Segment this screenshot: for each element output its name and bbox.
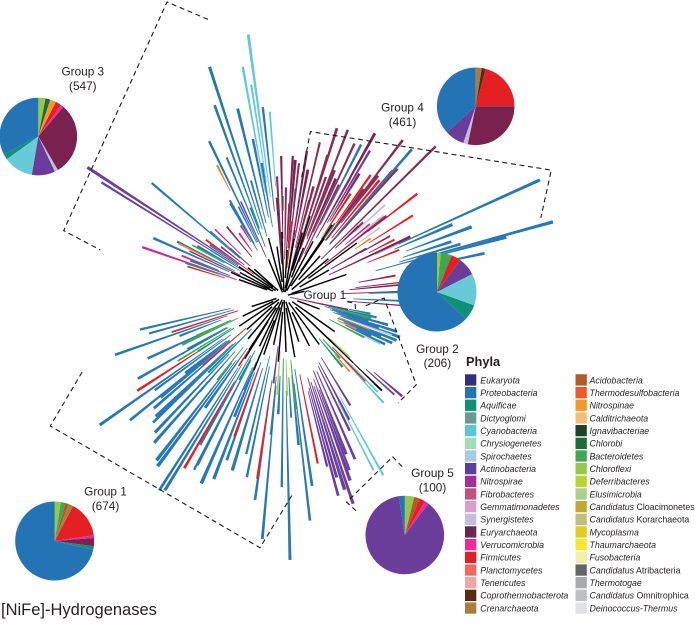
svg-text:Synergistetes: Synergistetes [480,515,534,525]
svg-text:Calditrichaeota: Calditrichaeota [590,413,649,423]
svg-text:Chrysiogenetes: Chrysiogenetes [480,439,542,449]
svg-text:Crenarchaeota: Crenarchaeota [480,603,538,613]
svg-text:Bacteroidetes: Bacteroidetes [590,451,644,461]
svg-text:Tenericutes: Tenericutes [480,578,526,588]
svg-text:(674): (674) [92,499,120,513]
svg-text:Group 1: Group 1 [84,485,127,499]
svg-text:Verrucomicrobia: Verrucomicrobia [480,540,544,550]
svg-text:Firmicutes: Firmicutes [480,553,521,563]
svg-text:Deferribacteres: Deferribacteres [590,477,651,487]
svg-text:Dictyoglomi: Dictyoglomi [480,413,527,423]
svg-text:Eukaryota: Eukaryota [480,375,520,385]
svg-text:Nitrospirae: Nitrospirae [480,477,523,487]
svg-text:(206): (206) [424,356,452,370]
svg-text:Aquificae: Aquificae [479,401,516,411]
svg-text:Group 2: Group 2 [416,342,459,356]
svg-text:Acidobacteria: Acidobacteria [589,375,643,385]
svg-text:Group 3: Group 3 [61,64,104,78]
svg-text:Candidatus Omnitrophica: Candidatus Omnitrophica [590,591,689,601]
svg-text:Ignavibacteriae: Ignavibacteriae [590,426,650,436]
svg-text:Gemmatimonadetes: Gemmatimonadetes [480,502,560,512]
svg-text:Fusobacteria: Fusobacteria [590,553,641,563]
svg-text:Thaumarchaeota: Thaumarchaeota [590,540,657,550]
svg-text:Group 1: Group 1 [304,288,347,302]
svg-text:Thermotogae: Thermotogae [590,578,642,588]
svg-text:Proteobacteria: Proteobacteria [480,388,537,398]
svg-text:Actinobacteria: Actinobacteria [479,464,536,474]
svg-text:Mycoplasma: Mycoplasma [590,527,639,537]
svg-text:Group 5: Group 5 [411,466,454,480]
svg-text:Chlorobi: Chlorobi [590,439,624,449]
svg-text:Thermodesulfobacteria: Thermodesulfobacteria [590,388,680,398]
svg-text:Euryarchaeota: Euryarchaeota [480,527,537,537]
svg-text:Nitrospinae: Nitrospinae [590,401,635,411]
svg-text:Cyanobacteria: Cyanobacteria [480,426,537,436]
svg-text:Fibrobacteres: Fibrobacteres [480,489,534,499]
svg-text:Planctomycetes: Planctomycetes [480,565,543,575]
svg-text:(547): (547) [69,79,97,93]
svg-text:(461): (461) [389,115,417,129]
svg-text:Chloroflexi: Chloroflexi [590,464,633,474]
svg-text:[NiFe]-Hydrogenases: [NiFe]-Hydrogenases [1,601,157,619]
svg-text:Spirochaetes: Spirochaetes [480,451,532,461]
svg-text:Phyla: Phyla [466,354,501,369]
svg-text:(100): (100) [419,480,447,494]
svg-text:Candidatus Korarchaeota: Candidatus Korarchaeota [590,515,690,525]
svg-text:Coprothermobacterota: Coprothermobacterota [480,591,568,601]
svg-text:Deinococcus-Thermus: Deinococcus-Thermus [590,603,679,613]
svg-text:Elusimicrobia: Elusimicrobia [590,489,642,499]
svg-text:Candidatus Atribacteria: Candidatus Atribacteria [590,565,681,575]
svg-text:Candidatus Cloacimonetes: Candidatus Cloacimonetes [590,502,696,512]
svg-text:Group 4: Group 4 [381,101,424,115]
